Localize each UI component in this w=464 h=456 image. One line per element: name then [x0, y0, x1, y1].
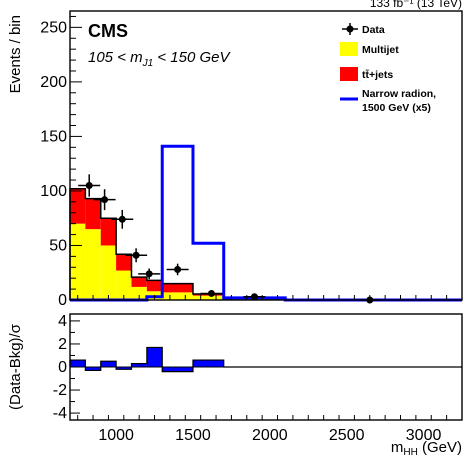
- pull-panel-frame: [69, 313, 463, 421]
- y-tick-label-pull: -4: [53, 405, 67, 422]
- x-tick-label: 1000: [98, 427, 134, 444]
- multijet-bar: [116, 270, 132, 300]
- data-marker: [118, 215, 126, 223]
- pull-bar: [146, 347, 163, 367]
- y-tick-label-pull: 4: [58, 313, 67, 330]
- legend: Data Multijet tt̄+jets Narrow radion, 15…: [340, 23, 436, 114]
- data-marker: [174, 265, 182, 273]
- ttbar-bar: [146, 280, 163, 292]
- ttbar-bar: [85, 198, 101, 230]
- pull-bar: [70, 360, 86, 367]
- data-marker: [101, 196, 109, 204]
- data-marker: [250, 293, 258, 301]
- region-label: 105 < mJ1 < 150 GeV: [88, 49, 231, 69]
- ttbar-bar: [162, 283, 193, 293]
- data-point: [166, 263, 189, 276]
- data-marker: [85, 181, 93, 189]
- pull-bar: [162, 367, 193, 372]
- pull-bar: [192, 360, 224, 367]
- legend-label-signal-line2: 1500 GeV (x5): [362, 102, 431, 114]
- experiment-label: CMS: [88, 21, 128, 41]
- multijet-bar: [192, 295, 224, 300]
- lumi-label: 133 fb⁻¹ (13 TeV): [370, 0, 462, 10]
- multijet-bar: [100, 245, 117, 300]
- data-marker: [132, 251, 140, 259]
- pull-bar: [100, 361, 117, 367]
- main-panel-frame: [69, 10, 463, 301]
- y-tick-label-pull: 2: [58, 336, 67, 353]
- ttbar-bar: [70, 188, 86, 224]
- pull-bar: [116, 367, 132, 370]
- y-tick-label-pull: -2: [53, 382, 67, 399]
- pull-bar: [85, 367, 101, 371]
- legend-item-ttbar: tt̄+jets: [340, 67, 393, 81]
- pull-bar: [131, 363, 147, 367]
- legend-swatch-multijet: [340, 42, 358, 56]
- ttbar-bar: [116, 254, 132, 271]
- legend-item-multijet: Multijet: [340, 42, 399, 56]
- y-tick-label-pull: 0: [58, 359, 67, 376]
- legend-label-ttbar: tt̄+jets: [362, 69, 393, 81]
- legend-item-signal: Narrow radion, 1500 GeV (x5): [340, 88, 436, 114]
- multijet-bar: [162, 292, 193, 300]
- multijet-bar: [85, 229, 101, 300]
- data-point: [78, 174, 101, 197]
- y-tick-label-main: 100: [40, 183, 67, 200]
- y-tick-label-main: 0: [58, 292, 67, 309]
- x-tick-label: 1500: [175, 427, 211, 444]
- legend-label-multijet: Multijet: [362, 44, 399, 56]
- y-tick-label-main: 50: [49, 237, 67, 254]
- x-axis-label: mHH (GeV): [391, 439, 462, 456]
- x-tick-label: 2500: [329, 427, 365, 444]
- legend-label-data: Data: [362, 24, 385, 36]
- y-tick-label-main: 200: [40, 74, 67, 91]
- ttbar-bar: [100, 218, 117, 246]
- y-tick-label-main: 250: [40, 19, 67, 36]
- data-point: [200, 289, 223, 297]
- main-panel: 0 50 100 150 200 250: [40, 10, 463, 309]
- data-point: [125, 248, 148, 263]
- x-tick-label: 2000: [252, 427, 288, 444]
- multijet-bar: [131, 286, 147, 300]
- data-point: [93, 189, 116, 211]
- legend-label-signal-line1: Narrow radion,: [362, 88, 436, 100]
- pull-outline: [69, 346, 462, 373]
- data-point: [111, 209, 134, 229]
- legend-data-marker: [346, 25, 354, 33]
- y-tick-label-main: 150: [40, 128, 67, 145]
- y-axis-label-pull: (Data-Bkg)/σ: [7, 323, 24, 410]
- data-marker: [207, 289, 215, 297]
- x-tick-label: 3000: [406, 427, 442, 444]
- multijet-bar: [70, 223, 86, 300]
- data-point: [138, 268, 161, 280]
- legend-swatch-ttbar: [340, 67, 358, 81]
- y-axis-label-main: Events / bin: [7, 15, 24, 93]
- pull-panel: -4 -2 0 2 4 1000 1500 2000 2500 3000: [53, 313, 463, 444]
- ttbar-bar: [131, 277, 147, 287]
- legend-item-data: Data: [342, 23, 385, 36]
- data-marker: [145, 270, 153, 278]
